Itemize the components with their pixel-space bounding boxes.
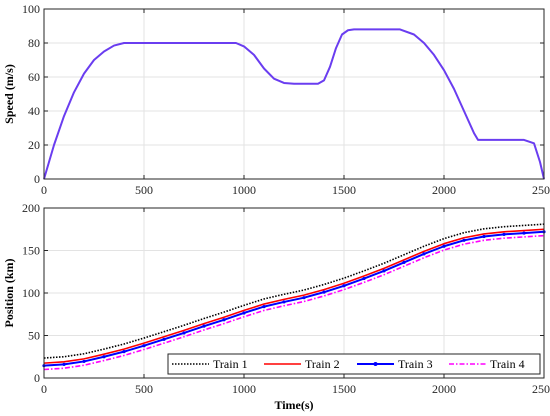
position-series-train-3 xyxy=(43,230,545,367)
speed-xtick-label: 500 xyxy=(135,183,153,197)
position-train-3-marker xyxy=(262,305,266,309)
position-xtick-label: 0 xyxy=(41,382,47,396)
speed-xtick-label: 1000 xyxy=(232,183,256,197)
position-train-3-marker xyxy=(242,311,246,315)
position-train-3-marker xyxy=(142,344,146,348)
position-ytick-label: 0 xyxy=(34,371,40,385)
speed-ylabel: Speed (m/s) xyxy=(2,64,16,124)
position-ytick-label: 100 xyxy=(22,286,40,300)
position-train-3-marker xyxy=(402,260,406,264)
position-train-3-marker xyxy=(502,232,506,236)
position-train-3-marker xyxy=(62,362,66,366)
position-xtick-label: 1500 xyxy=(332,382,356,396)
position-xlabel: Time(s) xyxy=(274,398,313,412)
position-train-3-marker xyxy=(482,234,486,239)
position-train-3-marker xyxy=(102,355,106,359)
position-series-train-4 xyxy=(43,234,545,371)
speed-xtick-label: 2000 xyxy=(432,183,456,197)
position-train-3-marker xyxy=(182,331,186,335)
position-ytick-label: 50 xyxy=(28,329,40,343)
legend: Train 1 Train 2 Train 3 Train 4 xyxy=(167,353,541,375)
speed-xtick-label: 0 xyxy=(41,183,47,197)
position-train-3-marker xyxy=(322,290,326,294)
position-train-3-marker xyxy=(122,350,126,354)
position-train-3-marker xyxy=(222,318,226,322)
position-train-3-marker xyxy=(302,296,306,300)
speed-xtick-label: 1500 xyxy=(332,183,356,197)
speed-ytick-label: 0 xyxy=(34,172,40,186)
legend-label-2: Train 2 xyxy=(305,357,340,371)
legend-label-1: Train 1 xyxy=(213,357,248,371)
position-train-3-marker xyxy=(382,269,386,273)
position-ytick-label: 150 xyxy=(22,244,40,258)
speed-ytick-label: 60 xyxy=(28,70,40,84)
position-train-3-marker xyxy=(162,337,166,341)
position-train-3-marker xyxy=(442,244,446,248)
speed-axes-box xyxy=(43,8,545,180)
legend-label-4: Train 4 xyxy=(490,357,525,371)
speed-ytick-label: 100 xyxy=(22,2,40,16)
speed-series-line xyxy=(43,28,545,180)
speed-ytick-label: 20 xyxy=(28,138,40,152)
speed-ytick-label: 80 xyxy=(28,36,40,50)
legend-marker-3 xyxy=(373,362,378,366)
position-train-3-marker xyxy=(362,276,366,281)
position-train-3-marker xyxy=(522,231,526,235)
position-xtick-label: 2000 xyxy=(432,382,456,396)
position-train-3-marker xyxy=(282,300,286,304)
legend-box xyxy=(167,353,541,375)
position-train-3-marker xyxy=(202,324,206,328)
position-xtick-label: 500 xyxy=(135,382,153,396)
position-train-3-marker xyxy=(422,252,426,256)
position-xtick-label: 1000 xyxy=(232,382,256,396)
position-series-train-2 xyxy=(43,228,545,364)
position-ylabel: Position (km) xyxy=(2,258,16,327)
position-train-3-marker xyxy=(82,359,86,364)
position-train-3-marker xyxy=(462,238,466,242)
position-series-train-1 xyxy=(43,223,545,359)
position-train-3-marker xyxy=(342,284,346,288)
speed-ytick-label: 40 xyxy=(28,104,40,118)
legend-label-3: Train 3 xyxy=(398,357,433,371)
position-ytick-label: 200 xyxy=(22,201,40,215)
